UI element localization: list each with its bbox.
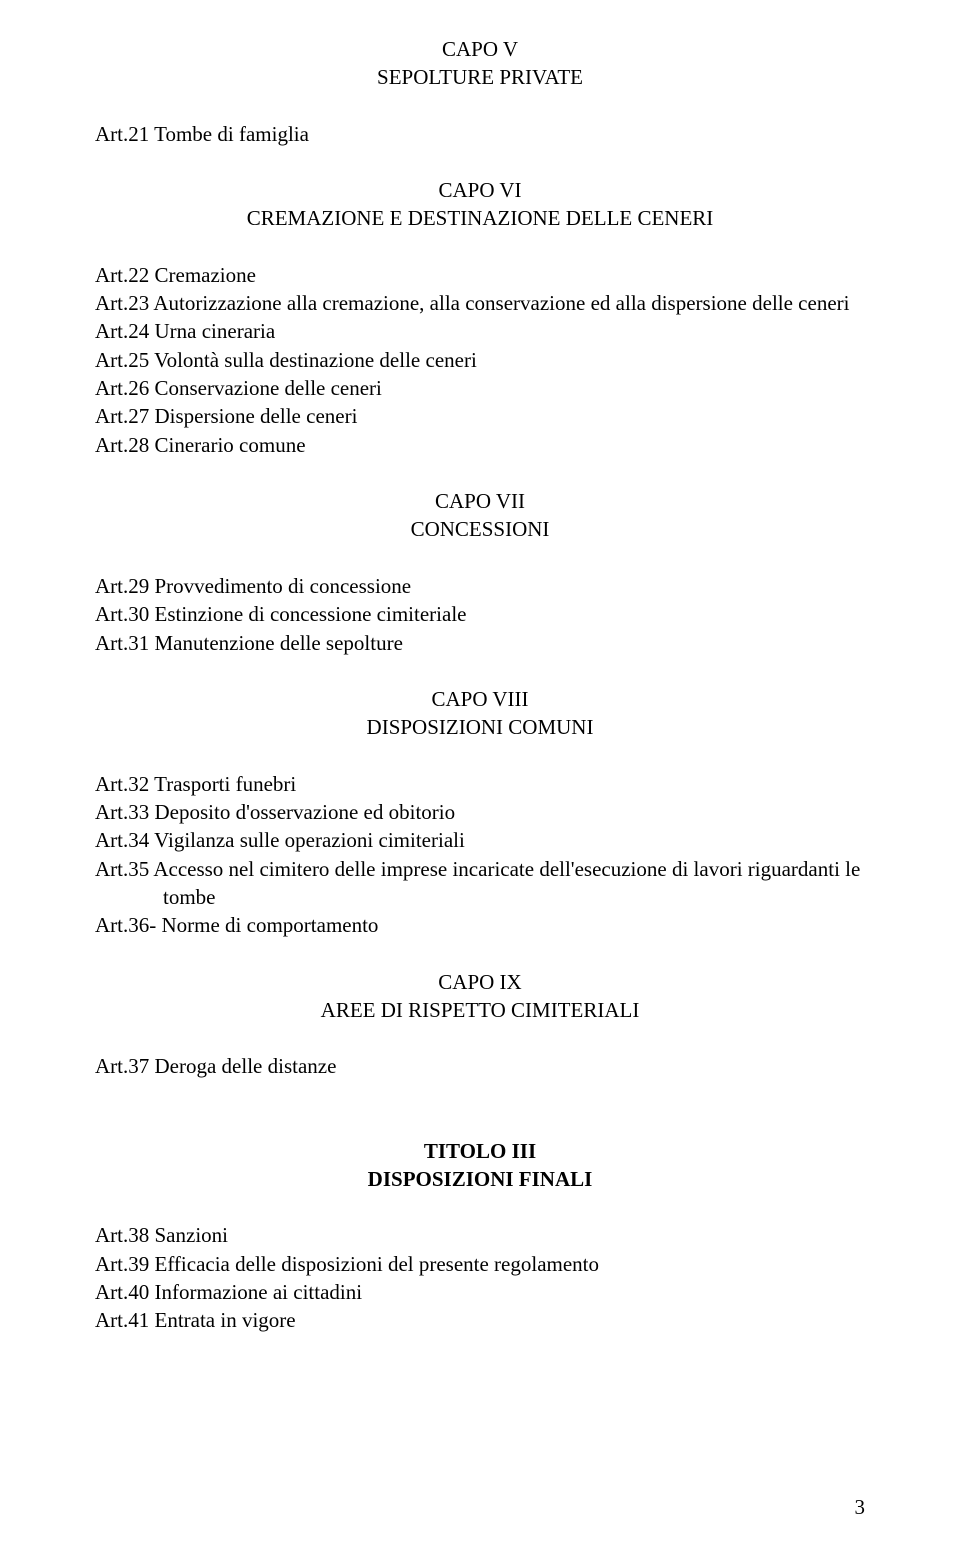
list-item: Art.28 Cinerario comune [95,431,865,459]
list-item: Art.35 Accesso nel cimitero delle impres… [95,855,865,883]
heading-line: CAPO V [95,35,865,63]
heading-line: AREE DI RISPETTO CIMITERIALI [95,996,865,1024]
list-item: Art.32 Trasporti funebri [95,770,865,798]
list-capo-v: Art.21 Tombe di famiglia [95,120,865,148]
list-capo-ix: Art.37 Deroga delle distanze [95,1052,865,1080]
heading-line: CAPO VI [95,176,865,204]
list-item: Art.38 Sanzioni [95,1221,865,1249]
heading-capo-viii: CAPO VIII DISPOSIZIONI COMUNI [95,685,865,742]
list-item: Art.41 Entrata in vigore [95,1306,865,1334]
list-item: Art.22 Cremazione [95,261,865,289]
list-item: Art.30 Estinzione di concessione cimiter… [95,600,865,628]
list-item: Art.37 Deroga delle distanze [95,1052,865,1080]
list-item: Art.34 Vigilanza sulle operazioni cimite… [95,826,865,854]
list-item: Art.27 Dispersione delle ceneri [95,402,865,430]
heading-capo-vi: CAPO VI CREMAZIONE E DESTINAZIONE DELLE … [95,176,865,233]
list-capo-viii: Art.32 Trasporti funebri Art.33 Deposito… [95,770,865,940]
list-item: Art.31 Manutenzione delle sepolture [95,629,865,657]
list-item: Art.39 Efficacia delle disposizioni del … [95,1250,865,1278]
list-titolo-iii: Art.38 Sanzioni Art.39 Efficacia delle d… [95,1221,865,1334]
list-item: Art.36- Norme di comportamento [95,911,865,939]
list-item: Art.25 Volontà sulla destinazione delle … [95,346,865,374]
heading-capo-vii: CAPO VII CONCESSIONI [95,487,865,544]
heading-line: DISPOSIZIONI FINALI [95,1165,865,1193]
page-number: 3 [855,1495,866,1520]
list-item: Art.40 Informazione ai cittadini [95,1278,865,1306]
heading-line: CAPO VII [95,487,865,515]
heading-line: CREMAZIONE E DESTINAZIONE DELLE CENERI [95,204,865,232]
list-item: Art.24 Urna cineraria [95,317,865,345]
heading-line: CAPO IX [95,968,865,996]
heading-line: TITOLO III [95,1137,865,1165]
heading-line: CAPO VIII [95,685,865,713]
list-item: Art.33 Deposito d'osservazione ed obitor… [95,798,865,826]
list-capo-vii: Art.29 Provvedimento di concessione Art.… [95,572,865,657]
heading-line: DISPOSIZIONI COMUNI [95,713,865,741]
list-item: Art.23 Autorizzazione alla cremazione, a… [95,289,865,317]
list-item: Art.21 Tombe di famiglia [95,120,865,148]
list-item-continuation: tombe [95,883,865,911]
heading-line: SEPOLTURE PRIVATE [95,63,865,91]
heading-line: CONCESSIONI [95,515,865,543]
list-item: Art.29 Provvedimento di concessione [95,572,865,600]
list-capo-vi: Art.22 Cremazione Art.23 Autorizzazione … [95,261,865,459]
list-item: Art.26 Conservazione delle ceneri [95,374,865,402]
heading-capo-ix: CAPO IX AREE DI RISPETTO CIMITERIALI [95,968,865,1025]
heading-titolo-iii: TITOLO III DISPOSIZIONI FINALI [95,1137,865,1194]
heading-capo-v: CAPO V SEPOLTURE PRIVATE [95,35,865,92]
